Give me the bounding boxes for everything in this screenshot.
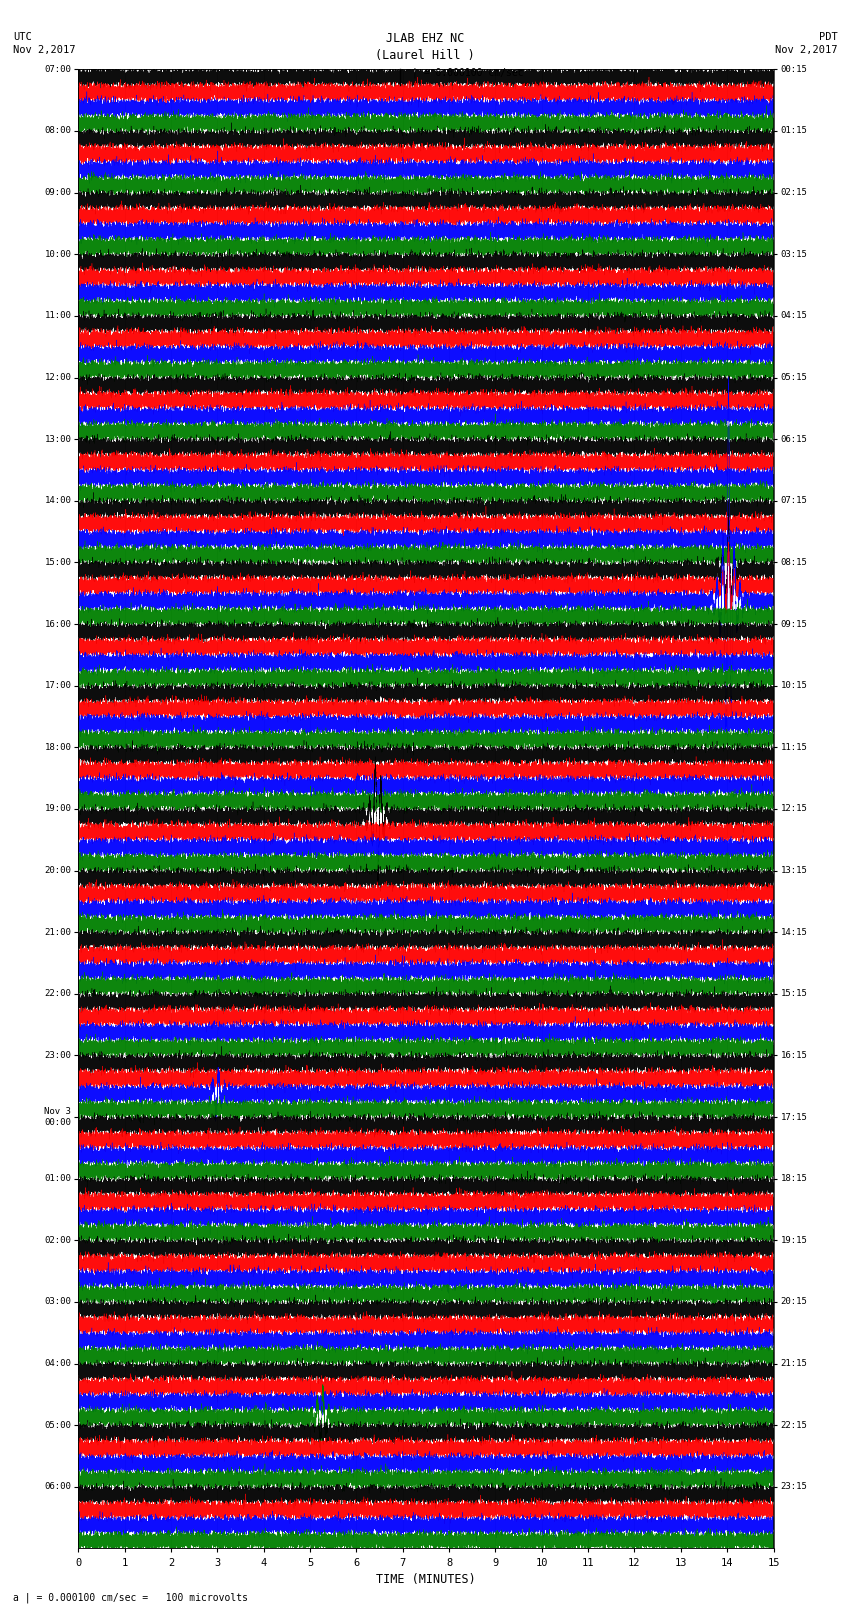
Text: a | = 0.000100 cm/sec =   100 microvolts: a | = 0.000100 cm/sec = 100 microvolts: [13, 1592, 247, 1603]
Text: | = 0.000100 cm/sec: | = 0.000100 cm/sec: [412, 68, 524, 79]
Text: UTC
Nov 2,2017: UTC Nov 2,2017: [13, 32, 76, 55]
Text: PDT
Nov 2,2017: PDT Nov 2,2017: [774, 32, 837, 55]
Text: JLAB EHZ NC
(Laurel Hill ): JLAB EHZ NC (Laurel Hill ): [375, 32, 475, 63]
X-axis label: TIME (MINUTES): TIME (MINUTES): [376, 1573, 476, 1586]
